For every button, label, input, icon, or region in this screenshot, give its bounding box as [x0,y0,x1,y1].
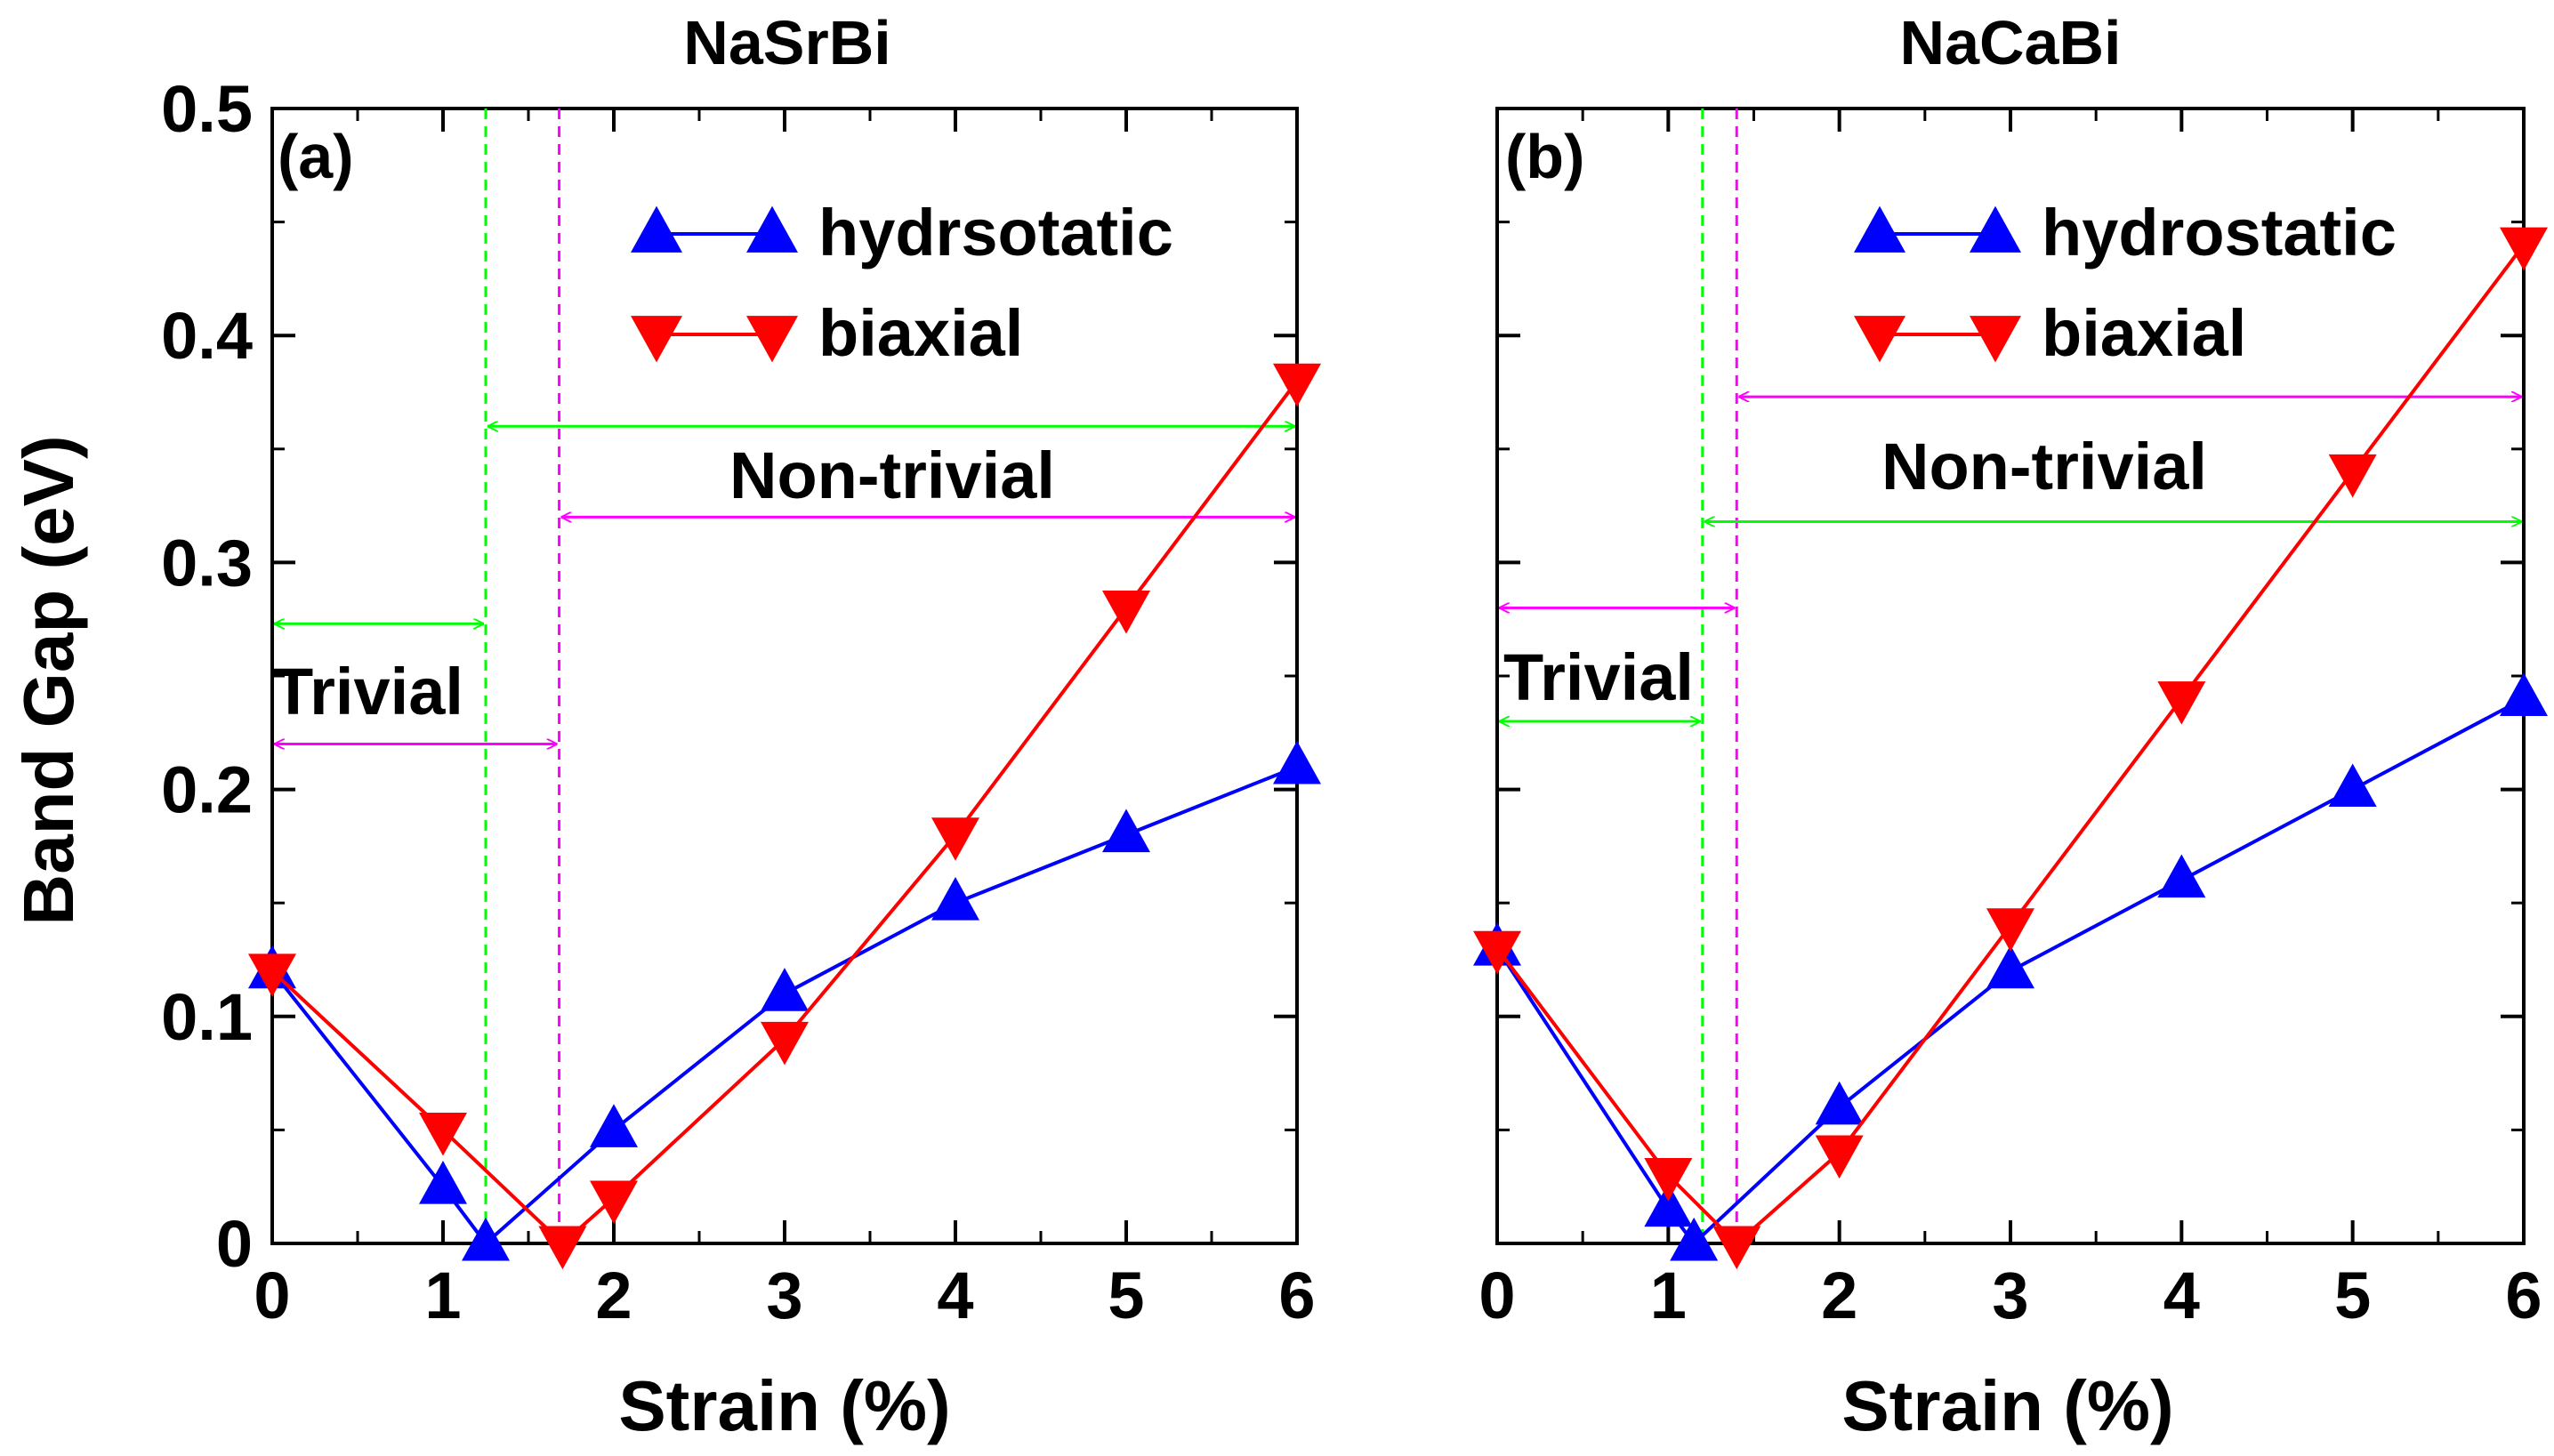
data-point-biaxial [1473,930,1521,975]
panel-b-x-axis-title: Strain (%) [1841,1366,2173,1445]
y-tick-label: 0.4 [161,299,253,373]
data-point-biaxial [1644,1158,1693,1202]
data-point-biaxial [590,1180,638,1225]
data-point-biaxial [2328,454,2377,498]
data-point-hydrostatic [2500,672,2548,716]
panel-a-x-axis-title: Strain (%) [618,1366,950,1445]
legend-marker [746,205,798,253]
legend-marker [1970,205,2021,253]
panel-a-title: NaSrBi [683,8,890,77]
region-label-non-trivial: Non-trivial [729,438,1055,512]
region-label-trivial: Trivial [1503,640,1694,714]
series-line-biaxial [1495,243,2526,1246]
data-point-hydrostatic [1102,808,1150,853]
data-point-hydrostatic [590,1104,638,1147]
x-tick-label: 3 [1992,1259,2028,1332]
panel-b-nacabi: NaCaBi (b) Strain (%) 0 1 2 3 4 5 6 hydrostati… [1473,8,2548,1445]
data-point-biaxial [1712,1226,1761,1270]
region-label-non-trivial: Non-trivial [1881,430,2207,503]
x-tick-label: 6 [2505,1259,2542,1332]
panel-b-legend: hydrostatic biaxial [2042,196,2397,370]
x-tick-label: 5 [1108,1259,1144,1332]
x-tick-label: 1 [424,1259,461,1332]
y-tick-label: 0 [216,1207,253,1281]
data-point-biaxial [538,1226,587,1270]
data-point-hydrostatic [419,1161,467,1204]
data-point-biaxial [248,953,296,997]
data-point-biaxial [1102,591,1150,634]
data-point-biaxial [2157,681,2206,725]
data-point-hydrostatic [1815,1081,1864,1125]
y-tick-label: 0.3 [161,526,253,599]
data-point-hydrostatic [1273,740,1321,784]
y-tick-label: 0.1 [161,980,253,1054]
data-point-hydrostatic [1644,1183,1693,1227]
data-point-hydrostatic [931,877,979,921]
panel-b-plot: 0 1 2 3 4 5 6 [1473,107,2548,1332]
x-tick-label: 3 [766,1259,802,1332]
x-tick-label: 0 [1478,1259,1515,1332]
legend-marker [631,205,682,253]
data-point-biaxial [931,817,979,861]
panel-b-title: NaCaBi [1900,8,2122,77]
legend-label-hydrostatic: hydrostatic [2042,196,2397,269]
data-point-hydrostatic [462,1217,510,1261]
data-point-biaxial [761,1021,809,1066]
x-tick-label: 4 [2163,1259,2200,1332]
data-point-biaxial [419,1112,467,1156]
x-tick-label: 1 [1650,1259,1687,1332]
legend-marker [1854,205,1905,253]
x-tick-label: 5 [2334,1259,2371,1332]
y-axis-title: Band Gap (eV) [9,435,88,925]
x-tick-label: 6 [1278,1259,1315,1332]
data-point-hydrostatic [1986,945,2034,989]
legend-marker [1854,316,1905,363]
legend-label-biaxial: biaxial [818,296,1023,370]
legend-label-hydrostatic: hydrsotatic [818,196,1173,269]
data-point-hydrostatic [761,968,809,1011]
data-point-biaxial [1815,1135,1864,1179]
legend-marker [631,316,682,363]
panel-a-nasrbi: NaSrBi (a) Strain (%) 0 1 2 3 4 5 600.10.20.30… [161,8,1321,1445]
x-tick-label: 2 [595,1259,632,1332]
data-point-hydrostatic [2328,763,2377,808]
panel-a-legend: hydrsotatic biaxial [818,196,1173,370]
x-tick-label: 0 [254,1259,290,1332]
data-point-biaxial [1273,363,1321,407]
series-line-biaxial [270,380,1299,1246]
panel-b-tag: (b) [1505,122,1584,191]
legend-label-biaxial: biaxial [2042,296,2246,370]
region-label-trivial: Trivial [273,655,463,728]
data-point-biaxial [2500,227,2548,271]
panel-a-tag: (a) [278,122,354,191]
panel-a-plot: 0 1 2 3 4 5 6 0 0.1 0.2 0.3 0.4 0.5 [161,72,1321,1332]
x-tick-label: 4 [937,1259,973,1332]
data-point-biaxial [1986,908,2034,952]
legend-marker [1970,316,2021,363]
y-tick-label: 0.5 [161,72,253,146]
x-tick-label: 2 [1821,1259,1857,1332]
data-point-hydrostatic [2157,854,2206,898]
data-point-hydrostatic [1670,1217,1719,1261]
y-tick-label: 0.2 [161,753,253,827]
legend-marker [746,316,798,363]
